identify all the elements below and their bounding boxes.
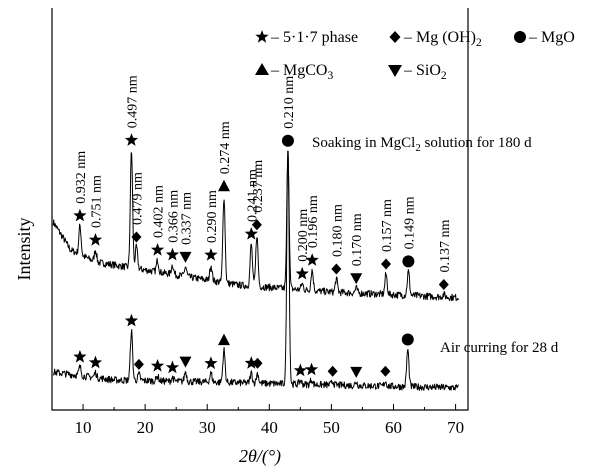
d-spacing-label: 0.200 nm [296,209,311,262]
x-axis-label: 2θ/(°) [239,446,281,467]
d-spacing-label: 0.366 nm [166,190,181,243]
diamond-marker [380,365,391,377]
star-marker [73,208,87,222]
diamond-marker [133,358,144,370]
diamond-marker [438,279,449,291]
d-spacing-label: 0.137 nm [438,220,453,273]
d-spacing-label: 0.180 nm [330,204,345,257]
star-marker [204,248,218,261]
y-axis-label: Intensity [14,218,34,281]
diamond-marker [331,263,342,275]
d-spacing-label: 0.237 nm [251,160,266,213]
legend: – 5·1·7 phase – Mg (OH)2 – MgO – MgCO3 – SiO… [255,29,575,82]
series-label-air: Air curring for 28 d [440,340,559,356]
d-spacing-label: 0.170 nm [350,213,365,266]
circle-marker [281,134,294,147]
triangle-down-marker [350,366,363,378]
legend-entry-label: – MgO [528,29,575,46]
star-marker [150,359,165,372]
legend-triangle-up-icon [255,63,269,75]
d-spacing-label: 0.402 nm [152,185,167,238]
phase-markers [73,133,449,378]
star-marker [165,360,180,374]
x-tick-label: 20 [137,418,154,437]
series-label-soaking: Soaking in MgCl2 solution for 180 d [312,135,532,154]
triangle-up-marker [217,333,230,346]
d-spacing-label: 0.157 nm [380,199,395,252]
legend-diamond-icon [389,31,401,43]
legend-entry-label: – SiO2 [403,62,447,82]
diamond-marker [131,231,142,243]
x-tick-label: 70 [447,418,464,437]
star-marker [295,266,309,280]
star-marker [124,313,139,327]
d-spacing-label: 0.751 nm [89,175,104,228]
diamond-marker [327,365,338,377]
x-tick-label: 10 [75,418,92,437]
legend-entry-label: – 5·1·7 phase [270,29,358,46]
diamond-marker [251,219,262,231]
star-marker [88,355,103,369]
diamond-marker [381,258,392,270]
series-trace [52,152,460,302]
d-spacing-label: 0.210 nm [282,76,297,129]
star-marker [293,363,307,377]
star-marker [304,362,319,376]
star-marker [204,356,218,370]
x-tick-label: 40 [261,418,278,437]
legend-entry-label: – MgCO3 [270,62,333,82]
circle-marker [401,333,414,346]
d-spacing-label: 0.196 nm [306,195,321,248]
legend-triangle-down-icon [388,65,402,77]
triangle-up-marker [217,179,230,192]
series-labels: Soaking in MgCl2 solution for 180 d Air c… [312,135,559,356]
star-marker [165,247,180,261]
d-spacing-label: 0.290 nm [205,190,220,243]
d-spacing-labels: 0.932 nm 0.751 nm 0.497 nm 0.479 nm 0.402 nm… [74,75,453,272]
legend-star-icon [255,30,269,43]
axes: 10 20 30 40 50 60 70 2θ/(°) Intensity [14,8,469,467]
star-marker [244,356,258,369]
xrd-traces [52,150,460,391]
d-spacing-label: 0.241 nm [245,169,260,222]
x-tick-label: 30 [199,418,216,437]
star-marker [244,227,258,240]
star-marker [305,253,319,266]
star-marker [73,349,87,363]
d-spacing-label: 0.497 nm [125,75,140,128]
legend-circle-icon [514,31,526,43]
axis-frame [51,8,469,411]
diamond-marker [252,357,263,369]
d-spacing-label: 0.149 nm [402,196,417,249]
d-spacing-label: 0.337 nm [179,192,194,245]
triangle-down-marker [179,251,192,263]
x-tick-label: 60 [385,418,402,437]
d-spacing-label: 0.932 nm [74,151,89,204]
x-tick-label: 50 [323,418,340,437]
triangle-down-marker [350,273,363,285]
star-marker [124,133,139,146]
legend-entry-label: – Mg (OH)2 [403,29,482,49]
circle-marker [402,255,415,268]
series-trace [52,150,459,391]
d-spacing-label: 0.274 nm [218,121,233,174]
triangle-down-marker [179,356,192,368]
d-spacing-label: 0.479 nm [130,172,145,225]
star-marker [88,233,103,246]
star-marker [150,243,165,256]
